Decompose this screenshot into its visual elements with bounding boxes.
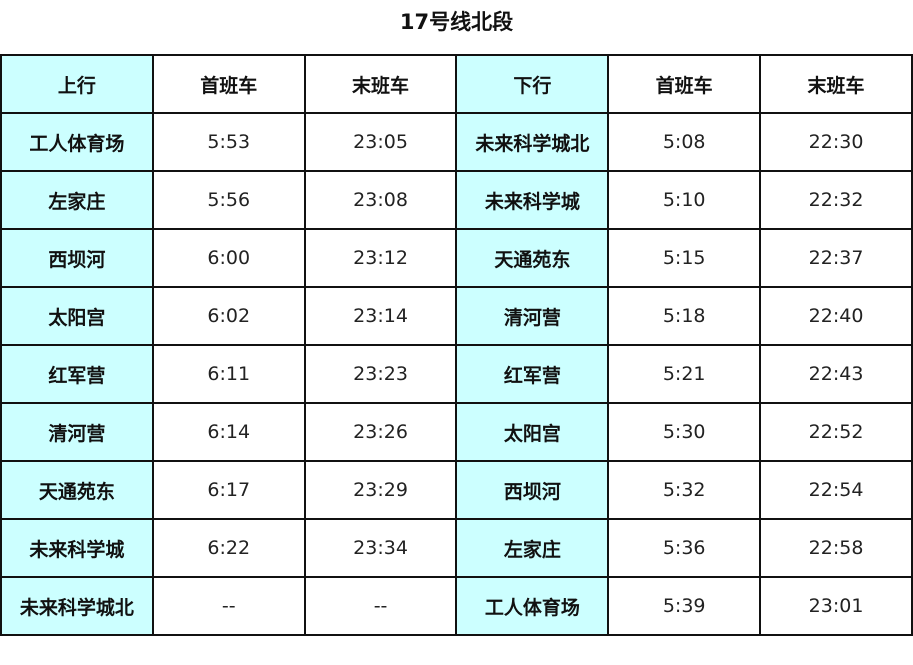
down-last-train-cell: 22:58 [759, 518, 913, 578]
up-first-train-cell: 6:17 [151, 460, 306, 520]
down-last-train-cell: 22:54 [759, 460, 913, 520]
up-last-train-cell: 23:26 [303, 402, 458, 462]
down-station-cell: 西坝河 [455, 460, 610, 520]
up-last-train-cell: 23:34 [303, 518, 458, 578]
up-station-cell: 未来科学城北 [0, 576, 154, 636]
up-last-train-cell: 23:29 [303, 460, 458, 520]
down-first-train-cell: 5:18 [607, 286, 762, 346]
up-last-train-cell: 23:12 [303, 228, 458, 288]
down-station-cell: 天通苑东 [455, 228, 610, 288]
down-first-train-cell: 5:39 [607, 576, 762, 636]
down-first-train-cell: 5:30 [607, 402, 762, 462]
timetable: 上行 首班车 末班车 下行 首班车 末班车 工人体育场 5:53 23:05 未来科学… [0, 54, 913, 636]
up-station-cell: 左家庄 [0, 170, 154, 230]
down-last-train-cell: 22:43 [759, 344, 913, 404]
down-last-train-cell: 22:37 [759, 228, 913, 288]
up-first-train-cell: 6:14 [151, 402, 306, 462]
up-station-cell: 西坝河 [0, 228, 154, 288]
down-station-cell: 太阳宫 [455, 402, 610, 462]
up-first-train-cell: 6:02 [151, 286, 306, 346]
down-station-cell: 未来科学城北 [455, 112, 610, 172]
up-first-train-cell: 5:56 [151, 170, 306, 230]
up-first-train-cell: -- [151, 576, 306, 636]
down-last-train-cell: 23:01 [759, 576, 913, 636]
table-row: 清河营 6:14 23:26 太阳宫 5:30 22:52 [0, 402, 913, 462]
table-row: 红军营 6:11 23:23 红军营 5:21 22:43 [0, 344, 913, 404]
down-first-train-cell: 5:08 [607, 112, 762, 172]
up-station-cell: 工人体育场 [0, 112, 154, 172]
down-first-train-cell: 5:21 [607, 344, 762, 404]
up-last-train-cell: 23:08 [303, 170, 458, 230]
up-station-cell: 未来科学城 [0, 518, 154, 578]
header-up: 上行 [0, 54, 154, 114]
up-first-train-cell: 6:00 [151, 228, 306, 288]
down-last-train-cell: 22:32 [759, 170, 913, 230]
up-last-train-cell: -- [303, 576, 458, 636]
table-row: 左家庄 5:56 23:08 未来科学城 5:10 22:32 [0, 170, 913, 230]
down-station-cell: 红军营 [455, 344, 610, 404]
header-row: 上行 首班车 末班车 下行 首班车 末班车 [0, 54, 913, 114]
table-row: 天通苑东 6:17 23:29 西坝河 5:32 22:54 [0, 460, 913, 520]
header-down-last: 末班车 [759, 54, 913, 114]
header-up-last: 末班车 [303, 54, 458, 114]
up-station-cell: 太阳宫 [0, 286, 154, 346]
header-up-first: 首班车 [151, 54, 306, 114]
down-last-train-cell: 22:52 [759, 402, 913, 462]
up-first-train-cell: 5:53 [151, 112, 306, 172]
down-station-cell: 清河营 [455, 286, 610, 346]
up-station-cell: 红军营 [0, 344, 154, 404]
up-last-train-cell: 23:23 [303, 344, 458, 404]
table-row: 西坝河 6:00 23:12 天通苑东 5:15 22:37 [0, 228, 913, 288]
page-title: 17号线北段 [399, 10, 514, 34]
table-row: 工人体育场 5:53 23:05 未来科学城北 5:08 22:30 [0, 112, 913, 172]
up-station-cell: 清河营 [0, 402, 154, 462]
table-row: 未来科学城 6:22 23:34 左家庄 5:36 22:58 [0, 518, 913, 578]
up-first-train-cell: 6:22 [151, 518, 306, 578]
down-first-train-cell: 5:15 [607, 228, 762, 288]
header-down-first: 首班车 [607, 54, 762, 114]
up-first-train-cell: 6:11 [151, 344, 306, 404]
down-first-train-cell: 5:10 [607, 170, 762, 230]
down-first-train-cell: 5:36 [607, 518, 762, 578]
down-last-train-cell: 22:30 [759, 112, 913, 172]
table-row: 太阳宫 6:02 23:14 清河营 5:18 22:40 [0, 286, 913, 346]
up-station-cell: 天通苑东 [0, 460, 154, 520]
down-last-train-cell: 22:40 [759, 286, 913, 346]
up-last-train-cell: 23:14 [303, 286, 458, 346]
up-last-train-cell: 23:05 [303, 112, 458, 172]
header-down: 下行 [455, 54, 610, 114]
down-station-cell: 左家庄 [455, 518, 610, 578]
down-first-train-cell: 5:32 [607, 460, 762, 520]
down-station-cell: 未来科学城 [455, 170, 610, 230]
table-row: 未来科学城北 -- -- 工人体育场 5:39 23:01 [0, 576, 913, 636]
down-station-cell: 工人体育场 [455, 576, 610, 636]
